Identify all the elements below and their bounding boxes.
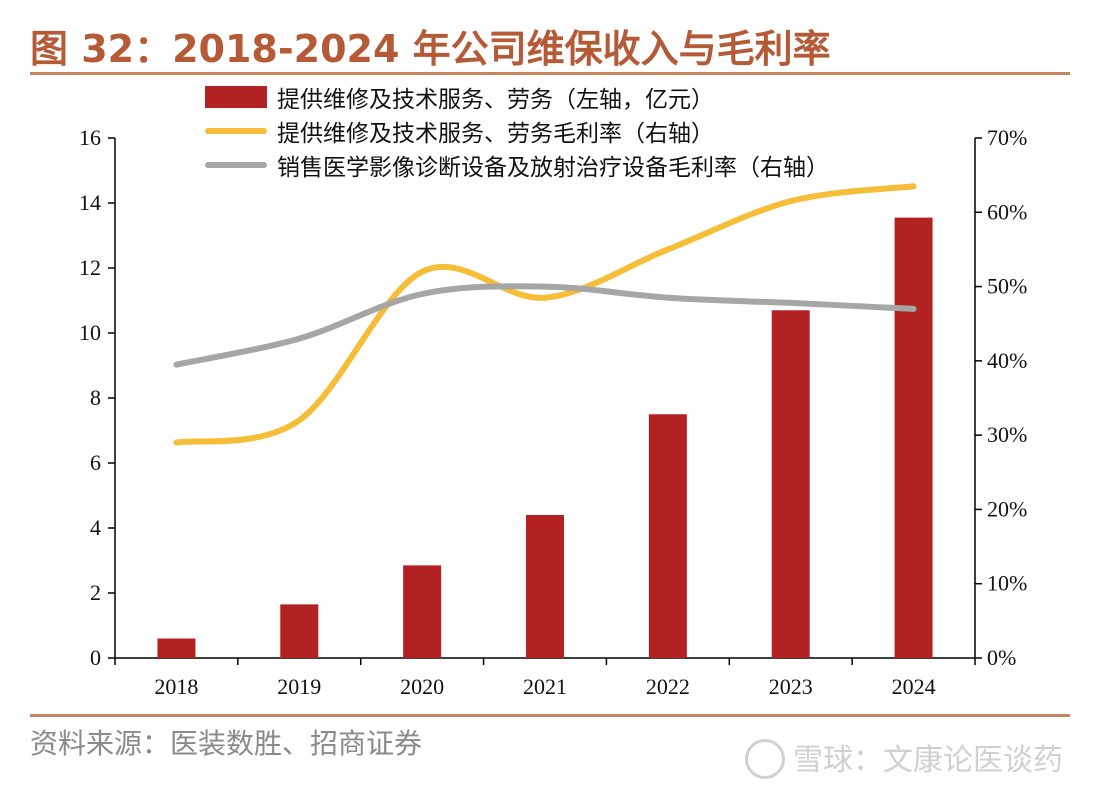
x-tick-label: 2024: [892, 674, 936, 699]
series-line-service-margin: [173, 183, 917, 446]
y-left-tick-label: 12: [79, 255, 101, 280]
legend-swatch-service-margin: [205, 128, 267, 134]
bar: [894, 217, 933, 658]
bar: [526, 515, 564, 658]
watermark: 雪球：文康论医谈药: [745, 735, 1063, 782]
y-right-tick-label: 30%: [987, 422, 1027, 447]
source-note: 资料来源：医装数胜、招商证券: [30, 727, 423, 760]
x-tick-label: 2018: [154, 674, 198, 699]
legend-item-equipment-margin: 销售医学影像诊断设备及放射治疗设备毛利率（右轴）: [205, 148, 829, 182]
bar: [157, 638, 196, 658]
series-line-equipment-margin: [173, 283, 917, 368]
y-left-tick-label: 6: [90, 450, 101, 475]
legend-label-revenue: 提供维修及技术服务、劳务（左轴，亿元）: [277, 87, 714, 113]
y-right-tick-label: 0%: [987, 645, 1016, 670]
y-right-tick-label: 50%: [987, 274, 1027, 299]
y-right-tick-label: 40%: [987, 348, 1027, 373]
x-tick-label: 2023: [769, 674, 813, 699]
x-tick-label: 2021: [523, 674, 567, 699]
legend-item-service-margin: 提供维修及技术服务、劳务毛利率（右轴）: [205, 114, 714, 148]
y-left-tick-label: 14: [79, 190, 101, 215]
bar: [648, 414, 687, 658]
legend-swatch-equipment-margin: [205, 162, 267, 168]
bar: [280, 604, 319, 658]
legend-swatch-revenue: [205, 86, 267, 108]
bar: [403, 565, 442, 658]
legend-label-equipment-margin: 销售医学影像诊断设备及放射治疗设备毛利率（右轴）: [277, 155, 829, 181]
y-left-tick-label: 4: [90, 515, 101, 540]
title-divider: [30, 72, 1070, 75]
y-left-tick-label: 8: [90, 385, 101, 410]
y-right-tick-label: 60%: [987, 199, 1027, 224]
y-left-tick-label: 2: [90, 580, 101, 605]
legend-item-revenue: 提供维修及技术服务、劳务（左轴，亿元）: [205, 80, 714, 114]
source-divider: [30, 714, 1070, 717]
y-right-tick-label: 20%: [987, 496, 1027, 521]
x-tick-label: 2020: [400, 674, 444, 699]
x-tick-label: 2022: [646, 674, 690, 699]
y-right-tick-label: 70%: [987, 125, 1027, 150]
snowball-logo-icon: [745, 738, 785, 779]
bar: [771, 310, 810, 658]
figure-title: 图 32：2018-2024 年公司维保收入与毛利率: [30, 27, 831, 71]
legend-label-service-margin: 提供维修及技术服务、劳务毛利率（右轴）: [277, 121, 714, 147]
y-left-tick-label: 10: [79, 320, 101, 345]
y-right-tick-label: 10%: [987, 571, 1027, 596]
watermark-text: 雪球：文康论医谈药: [793, 743, 1063, 778]
y-left-tick-label: 0: [90, 645, 101, 670]
x-tick-label: 2019: [277, 674, 321, 699]
y-left-tick-label: 16: [79, 125, 101, 150]
